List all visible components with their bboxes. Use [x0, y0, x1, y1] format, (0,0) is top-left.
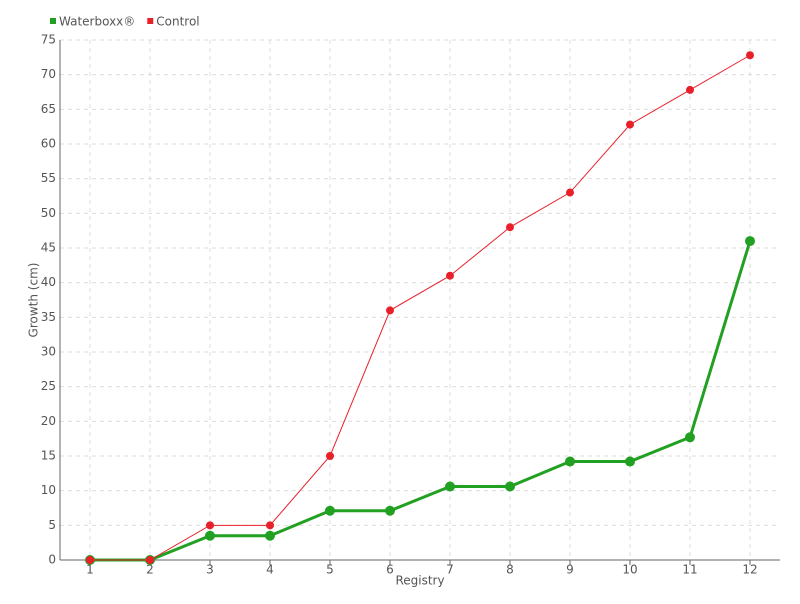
x-tick-label: 2	[146, 563, 154, 577]
x-tick-label: 11	[682, 563, 697, 577]
x-tick-label: 7	[446, 563, 454, 577]
data-point	[565, 456, 575, 467]
y-tick-label: 40	[41, 275, 56, 289]
y-tick-label: 55	[41, 171, 56, 185]
x-tick-label: 9	[566, 563, 574, 577]
y-tick-label: 5	[48, 518, 56, 532]
y-tick-label: 65	[41, 102, 56, 116]
data-point	[686, 85, 694, 94]
y-tick-label: 60	[41, 137, 56, 151]
x-tick-label: 8	[506, 563, 514, 577]
data-point	[625, 456, 635, 467]
data-point	[326, 452, 334, 460]
legend-label: Control	[156, 15, 199, 29]
series-line	[90, 54, 751, 561]
data-point	[505, 481, 515, 492]
series-line	[90, 240, 752, 562]
data-point	[626, 120, 634, 129]
data-point	[446, 271, 454, 280]
x-tick-label: 5	[326, 563, 334, 577]
y-tick-label: 70	[41, 67, 56, 81]
y-tick-label: 30	[41, 345, 56, 359]
x-tick-label: 10	[622, 563, 637, 577]
legend-swatch	[147, 18, 154, 24]
data-point	[265, 530, 275, 541]
x-tick-label: 6	[386, 563, 394, 577]
legend-label: Waterboxx®	[59, 15, 135, 29]
x-tick-label: 1	[86, 563, 94, 577]
data-point	[86, 556, 94, 564]
data-point	[325, 505, 335, 516]
legend-swatch	[50, 18, 56, 24]
data-point	[445, 481, 455, 492]
data-point	[685, 432, 695, 443]
x-tick-label: 4	[266, 563, 274, 577]
data-point	[146, 556, 154, 564]
data-point	[746, 51, 754, 60]
data-point	[205, 530, 215, 541]
y-tick-label: 25	[41, 379, 56, 393]
y-tick-label: 75	[41, 33, 56, 47]
y-tick-label: 0	[48, 553, 56, 567]
x-axis-label: Registry	[395, 574, 444, 588]
data-point	[745, 236, 755, 247]
y-tick-label: 15	[41, 449, 56, 463]
data-point	[386, 306, 394, 315]
x-tick-label: 12	[742, 563, 757, 577]
data-point	[206, 521, 214, 530]
data-point	[266, 521, 274, 530]
x-tick-label: 3	[206, 563, 214, 577]
data-point	[506, 223, 514, 232]
y-tick-label: 35	[41, 310, 56, 324]
y-tick-label: 50	[41, 206, 56, 220]
y-tick-label: 45	[41, 241, 56, 255]
y-tick-label: 20	[41, 414, 56, 428]
data-point	[566, 188, 574, 197]
y-tick-label: 10	[41, 483, 56, 497]
data-point	[385, 505, 395, 516]
y-axis-label: Growth (cm)	[27, 263, 41, 338]
